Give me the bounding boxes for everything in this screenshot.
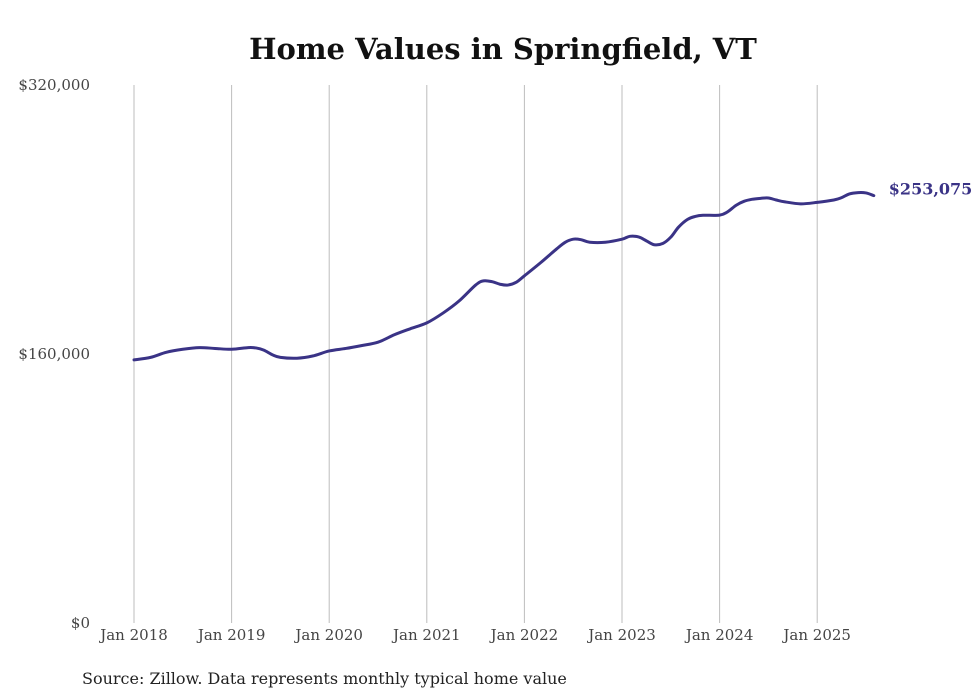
y-tick-label: $320,000: [18, 76, 90, 94]
x-tick-label: Jan 2024: [684, 626, 754, 644]
y-axis-ticks: $0 $160,000 $320,000: [18, 76, 90, 632]
x-tick-label: Jan 2018: [98, 626, 168, 644]
end-value-label: $253,075: [889, 180, 973, 199]
series-layer: $253,075: [132, 180, 973, 362]
y-tick-label: $160,000: [18, 345, 90, 363]
x-tick-label: Jan 2020: [293, 626, 363, 644]
x-axis-ticks: Jan 2018 Jan 2019 Jan 2020 Jan 2021 Jan 2022…: [98, 626, 851, 644]
x-tick-label: Jan 2023: [586, 626, 656, 644]
source-note: Source: Zillow. Data represents monthly …: [82, 669, 567, 688]
chart-title: Home Values in Springfield, VT: [249, 32, 757, 66]
grid-lines: [133, 85, 818, 623]
x-tick-label: Jan 2025: [781, 626, 851, 644]
x-tick-label: Jan 2021: [391, 626, 461, 644]
x-tick-label: Jan 2019: [196, 626, 266, 644]
series-line: [132, 190, 876, 362]
y-tick-label: $0: [71, 614, 90, 632]
x-tick-label: Jan 2022: [489, 626, 559, 644]
